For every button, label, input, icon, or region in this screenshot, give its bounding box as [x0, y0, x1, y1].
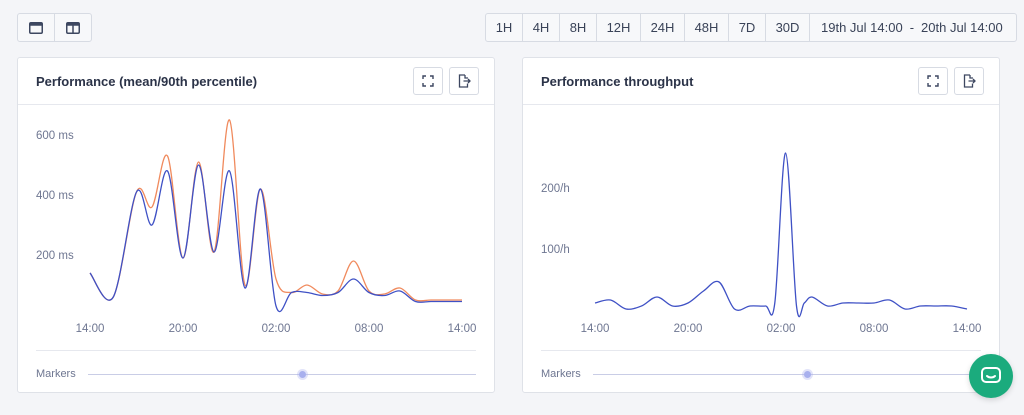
throughput-panel-header: Performance throughput	[523, 58, 999, 105]
export-icon	[458, 74, 471, 88]
throughput-chart: 100/h 200/h 14:00 20:00 02:00 08:00 14:0…	[541, 152, 982, 335]
two-column-layout-icon	[66, 21, 80, 34]
throughput-x-axis: 14:00 20:00 02:00 08:00 14:00	[581, 323, 982, 335]
two-column-layout-button[interactable]	[54, 14, 91, 41]
range-24h-button[interactable]: 24H	[641, 14, 685, 41]
markers-handle[interactable]	[299, 371, 306, 378]
range-30d-button[interactable]: 30D	[766, 14, 810, 41]
chat-icon	[981, 367, 1001, 383]
x-tick-1400-end: 14:00	[953, 323, 982, 335]
x-tick-1400-start: 14:00	[76, 323, 105, 335]
performance-expand-button[interactable]	[413, 67, 443, 95]
date-range-separator: -	[909, 20, 915, 35]
date-range-end: 20th Jul 14:00	[921, 20, 1003, 35]
range-12h-button[interactable]: 12H	[597, 14, 641, 41]
range-48h-button[interactable]: 48H	[685, 14, 729, 41]
x-tick-1400-end: 14:00	[448, 323, 477, 335]
performance-panel-header: Performance (mean/90th percentile)	[18, 58, 494, 105]
performance-markers-row: Markers	[36, 350, 476, 394]
x-tick-0200: 02:00	[767, 323, 796, 335]
export-icon	[963, 74, 976, 88]
throughput-series-line	[594, 152, 968, 318]
throughput-expand-button[interactable]	[918, 67, 948, 95]
range-7d-button[interactable]: 7D	[729, 14, 766, 41]
markers-timeline[interactable]	[88, 374, 476, 375]
time-range-selector: 1H 4H 8H 12H 24H 48H 7D 30D 19th Jul 14:…	[485, 13, 1017, 42]
date-range-start: 19th Jul 14:00	[821, 20, 903, 35]
layout-toggle	[17, 13, 92, 42]
throughput-panel: Performance throughput 100/h 200/h 14:00…	[522, 57, 1000, 393]
performance-panel: Performance (mean/90th percentile) 200 m…	[17, 57, 495, 393]
single-column-layout-icon	[29, 21, 43, 34]
x-tick-0200: 02:00	[262, 323, 291, 335]
markers-timeline[interactable]	[593, 374, 981, 375]
date-range-picker[interactable]: 19th Jul 14:00 - 20th Jul 14:00	[810, 14, 1016, 41]
y-tick-100h: 100/h	[541, 244, 570, 256]
y-tick-400ms: 400 ms	[36, 190, 74, 202]
y-tick-600ms: 600 ms	[36, 130, 74, 142]
throughput-y-axis: 100/h 200/h	[541, 183, 570, 256]
throughput-export-button[interactable]	[954, 67, 984, 95]
performance-export-button[interactable]	[449, 67, 479, 95]
range-1h-button[interactable]: 1H	[486, 14, 523, 41]
range-8h-button[interactable]: 8H	[560, 14, 597, 41]
x-tick-1400-start: 14:00	[581, 323, 610, 335]
markers-label: Markers	[541, 368, 581, 380]
performance-panel-title: Performance (mean/90th percentile)	[36, 74, 258, 89]
x-tick-0800: 08:00	[860, 323, 889, 335]
mean-series-line	[89, 164, 462, 313]
x-tick-2000: 20:00	[674, 323, 703, 335]
x-tick-0800: 08:00	[355, 323, 384, 335]
throughput-panel-title: Performance throughput	[541, 74, 694, 89]
x-tick-2000: 20:00	[169, 323, 198, 335]
performance-x-axis: 14:00 20:00 02:00 08:00 14:00	[76, 323, 477, 335]
markers-handle[interactable]	[804, 371, 811, 378]
expand-icon	[422, 75, 434, 87]
expand-icon	[927, 75, 939, 87]
performance-y-axis: 200 ms 400 ms 600 ms	[36, 130, 74, 262]
markers-label: Markers	[36, 368, 76, 380]
y-tick-200h: 200/h	[541, 183, 570, 195]
range-4h-button[interactable]: 4H	[523, 14, 560, 41]
chat-support-button[interactable]	[969, 354, 1013, 398]
performance-chart: 200 ms 400 ms 600 ms 14:00 20:00 02:00 0…	[36, 119, 477, 335]
y-tick-200ms: 200 ms	[36, 250, 74, 262]
single-column-layout-button[interactable]	[18, 14, 54, 41]
throughput-markers-row: Markers	[541, 350, 981, 394]
